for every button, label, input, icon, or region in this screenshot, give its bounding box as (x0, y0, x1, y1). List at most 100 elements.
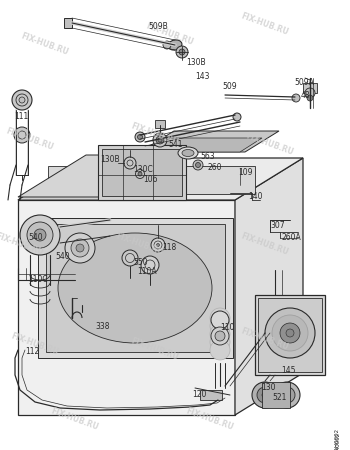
Text: 106: 106 (143, 175, 158, 184)
Text: 550: 550 (133, 258, 148, 267)
Circle shape (176, 46, 188, 58)
Circle shape (135, 170, 145, 179)
Circle shape (179, 49, 185, 55)
Circle shape (274, 382, 300, 408)
Circle shape (272, 315, 308, 351)
Bar (200, 390, 222, 400)
Text: 509B: 509B (148, 22, 168, 31)
Circle shape (233, 113, 241, 121)
Circle shape (158, 138, 162, 142)
Text: 81H0002: 81H0002 (335, 428, 340, 450)
Circle shape (210, 324, 230, 344)
Circle shape (265, 308, 315, 358)
Bar (98, 145, 186, 200)
Text: FIX-HUB.RU: FIX-HUB.RU (185, 406, 235, 432)
Circle shape (138, 135, 142, 140)
Circle shape (211, 311, 229, 329)
Polygon shape (48, 166, 255, 194)
Polygon shape (148, 138, 262, 152)
Ellipse shape (182, 149, 194, 157)
Text: FIX-HUB.RU: FIX-HUB.RU (20, 32, 70, 57)
Text: 110C: 110C (28, 275, 48, 284)
Circle shape (71, 239, 89, 257)
Text: 260: 260 (207, 163, 222, 172)
Text: 130C: 130C (133, 165, 153, 174)
Text: 48: 48 (301, 91, 311, 100)
Text: 140: 140 (248, 192, 262, 201)
Circle shape (14, 127, 30, 143)
Circle shape (19, 97, 25, 103)
Polygon shape (235, 158, 303, 415)
Text: FIX-HUB.RU: FIX-HUB.RU (130, 337, 180, 362)
Circle shape (156, 243, 160, 247)
Circle shape (27, 222, 53, 248)
Bar (64, 18, 72, 28)
Text: FIX-HUB.RU: FIX-HUB.RU (240, 11, 290, 37)
Circle shape (65, 233, 95, 263)
Text: FIX-HUB.RU: FIX-HUB.RU (0, 231, 45, 257)
Text: 541: 541 (168, 140, 182, 149)
Circle shape (12, 90, 32, 110)
Circle shape (257, 387, 273, 403)
Circle shape (307, 95, 313, 101)
Circle shape (34, 229, 46, 241)
Text: 111: 111 (14, 112, 28, 121)
Circle shape (124, 157, 136, 169)
Text: 307: 307 (270, 221, 285, 230)
Polygon shape (18, 155, 176, 197)
Bar (46, 224, 225, 352)
Text: 110: 110 (220, 323, 235, 332)
Circle shape (215, 331, 225, 341)
Circle shape (20, 215, 60, 255)
Text: 118: 118 (162, 243, 176, 252)
Circle shape (211, 327, 229, 345)
Text: 143: 143 (195, 72, 210, 81)
Polygon shape (23, 183, 115, 195)
Bar (38, 218, 233, 358)
Circle shape (76, 244, 84, 252)
Circle shape (193, 160, 203, 170)
Circle shape (280, 323, 300, 343)
Bar (262, 382, 290, 408)
Text: 130: 130 (261, 383, 275, 392)
Circle shape (210, 340, 230, 360)
Circle shape (305, 88, 315, 98)
Circle shape (163, 41, 171, 49)
Text: 521: 521 (272, 393, 286, 402)
Text: 120: 120 (192, 390, 206, 399)
Bar (155, 120, 165, 128)
Text: FIX-HUB.RU: FIX-HUB.RU (240, 231, 290, 257)
Circle shape (135, 132, 145, 142)
Circle shape (210, 332, 230, 352)
Bar (258, 298, 322, 372)
Ellipse shape (58, 233, 212, 343)
Bar (255, 295, 325, 375)
Circle shape (284, 392, 290, 398)
Text: 130B: 130B (186, 58, 206, 67)
Text: 145: 145 (281, 366, 295, 375)
Text: 81H0002: 81H0002 (336, 432, 341, 450)
Text: 509A: 509A (294, 78, 314, 87)
Text: FIX-HUB.RU: FIX-HUB.RU (50, 406, 100, 432)
Text: FIX-HUB.RU: FIX-HUB.RU (245, 131, 295, 157)
Circle shape (151, 238, 165, 252)
Polygon shape (18, 158, 303, 200)
Circle shape (262, 392, 268, 398)
Text: FIX-HUB.RU: FIX-HUB.RU (10, 332, 60, 357)
Text: 260A: 260A (281, 233, 301, 242)
Circle shape (122, 250, 138, 266)
Text: FIX-HUB.RU: FIX-HUB.RU (240, 326, 290, 352)
Text: 509: 509 (222, 82, 237, 91)
Circle shape (279, 387, 295, 403)
Circle shape (252, 382, 278, 408)
Circle shape (138, 172, 142, 176)
Circle shape (156, 136, 164, 144)
Text: 130B: 130B (100, 155, 120, 164)
Bar (303, 83, 317, 93)
Text: FIX-HUB.RU: FIX-HUB.RU (130, 122, 180, 147)
Circle shape (153, 133, 167, 147)
Text: 110A: 110A (137, 267, 157, 276)
Text: FIX-HUB.RU: FIX-HUB.RU (5, 126, 55, 152)
Circle shape (196, 162, 201, 167)
Circle shape (141, 256, 159, 274)
